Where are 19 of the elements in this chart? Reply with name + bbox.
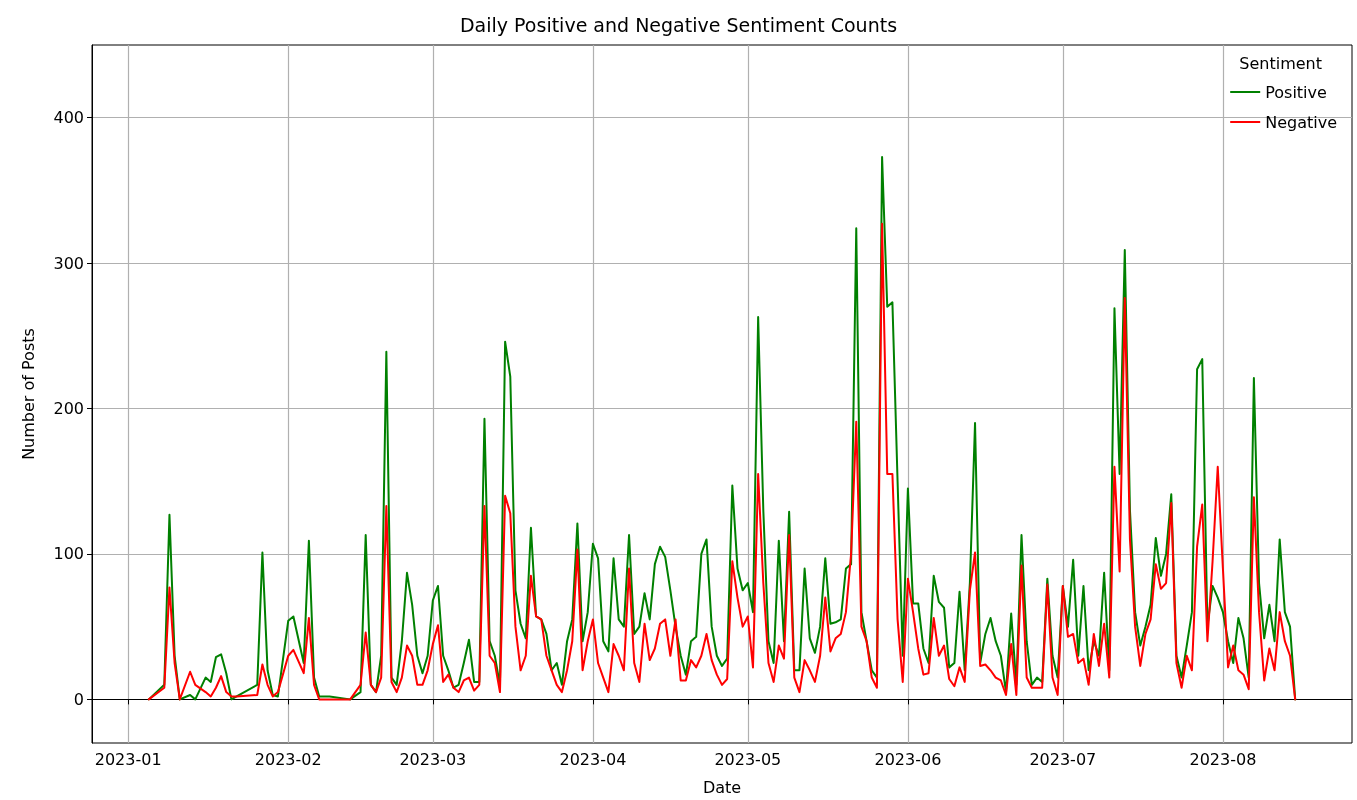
x-tick-label: 2023-07: [1029, 749, 1097, 769]
chart-title: Daily Positive and Negative Sentiment Counts: [459, 13, 898, 36]
legend-label: Negative: [1265, 112, 1338, 132]
x-tick-label: 2023-08: [1189, 749, 1257, 769]
x-tick-label: 2023-05: [714, 749, 782, 769]
y-tick-label: 400: [53, 108, 84, 128]
legend-title: Sentiment: [1239, 53, 1322, 73]
legend-label: Positive: [1265, 82, 1327, 102]
x-axis-title: Date: [702, 777, 742, 797]
y-tick-label: 0: [73, 689, 84, 709]
x-tick-label: 2023-03: [399, 749, 467, 769]
y-tick-label: 200: [53, 399, 84, 419]
y-tick-label: 300: [53, 253, 84, 273]
y-axis-title: Number of Posts: [18, 328, 38, 460]
y-tick-label: 100: [53, 544, 84, 564]
x-tick-label: 2023-02: [254, 749, 322, 769]
x-tick-label: 2023-04: [559, 749, 627, 769]
x-tick-label: 2023-01: [94, 749, 162, 769]
x-tick-label: 2023-06: [874, 749, 942, 769]
